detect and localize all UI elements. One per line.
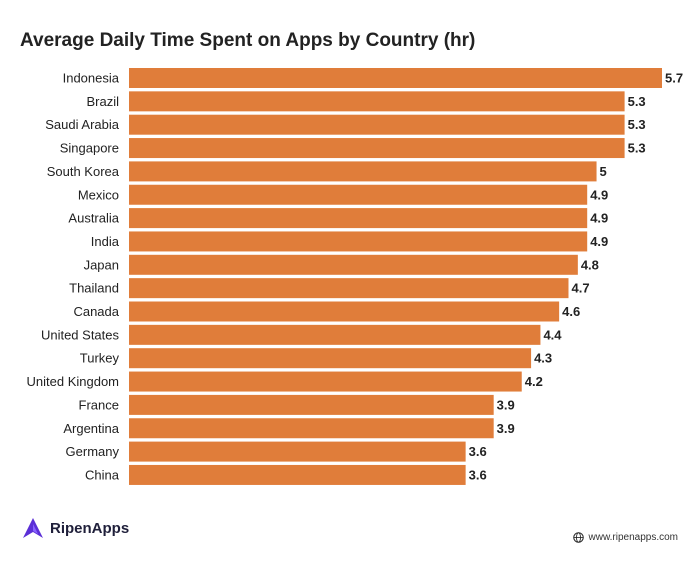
data-label: 5 <box>600 164 607 179</box>
bar <box>129 464 466 485</box>
bar <box>129 114 625 135</box>
data-label: 4.4 <box>543 327 562 342</box>
data-label: 3.6 <box>469 467 487 482</box>
website-link[interactable]: www.ripenapps.com <box>572 532 678 543</box>
category-label: Mexico <box>78 187 119 202</box>
category-label: Australia <box>68 211 119 226</box>
bar <box>129 418 494 439</box>
category-label: Japan <box>84 257 119 272</box>
category-label: China <box>85 467 120 482</box>
data-label: 4.3 <box>534 351 552 366</box>
category-label: United Kingdom <box>27 374 120 389</box>
chart-title: Average Daily Time Spent on Apps by Coun… <box>20 30 476 51</box>
data-label: 4.9 <box>590 187 608 202</box>
data-label: 3.9 <box>497 421 515 436</box>
data-label: 5.7 <box>665 71 683 86</box>
bar <box>129 161 597 182</box>
bar-chart: Indonesia 5.7 Brazil 5.3 Saudi Arabia 5.3 Sing… <box>27 68 683 485</box>
bar <box>129 184 588 205</box>
data-label: 4.2 <box>525 374 543 389</box>
bar <box>129 254 578 275</box>
data-label: 4.8 <box>581 257 599 272</box>
bar <box>129 394 494 415</box>
category-label: Canada <box>73 304 119 319</box>
data-label: 4.6 <box>562 304 580 319</box>
category-label: South Korea <box>47 164 120 179</box>
brand-logo: RipenApps <box>22 517 129 539</box>
category-label: Singapore <box>60 141 119 156</box>
bar <box>129 348 532 369</box>
bar <box>129 231 588 252</box>
globe-icon <box>572 532 584 543</box>
bar <box>129 68 662 88</box>
data-label: 4.7 <box>571 281 589 296</box>
bar <box>129 91 625 112</box>
brand-name: RipenApps <box>50 519 130 537</box>
bar <box>129 278 569 299</box>
bar <box>129 371 522 392</box>
category-label: France <box>79 397 119 412</box>
data-label: 5.3 <box>628 94 646 109</box>
bar <box>129 138 625 159</box>
category-label: United States <box>41 327 120 342</box>
category-label: Thailand <box>69 281 119 296</box>
category-label: India <box>91 234 120 249</box>
category-label: Argentina <box>63 421 119 436</box>
bar <box>129 208 588 229</box>
website-text: www.ripenapps.com <box>588 532 678 543</box>
bar <box>129 441 466 462</box>
category-label: Saudi Arabia <box>45 117 119 132</box>
bar <box>129 301 560 322</box>
data-label: 5.3 <box>628 141 646 156</box>
data-label: 4.9 <box>590 211 608 226</box>
data-label: 3.9 <box>497 397 515 412</box>
ripenapps-logo-icon <box>23 518 43 538</box>
category-label: Brazil <box>86 94 119 109</box>
data-label: 5.3 <box>628 117 646 132</box>
data-label: 3.6 <box>469 444 487 459</box>
category-label: Indonesia <box>63 71 120 86</box>
category-label: Germany <box>66 444 120 459</box>
data-label: 4.9 <box>590 234 608 249</box>
category-label: Turkey <box>80 351 120 366</box>
bar <box>129 324 541 345</box>
